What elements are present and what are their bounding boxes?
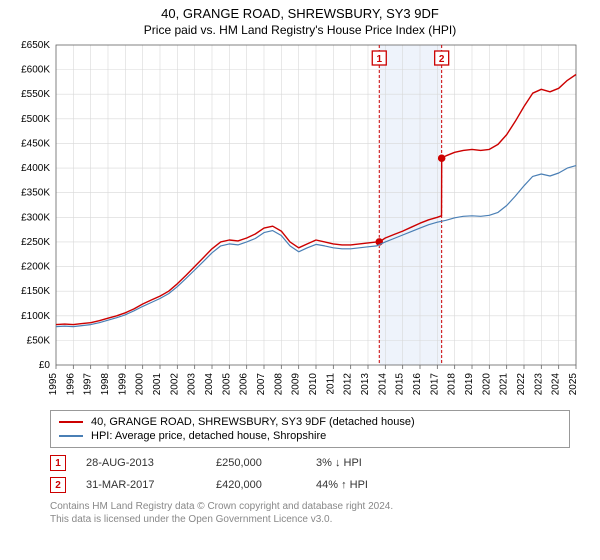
svg-text:1999: 1999: [117, 373, 128, 396]
svg-text:£150K: £150K: [21, 286, 50, 297]
chart-container: 40, GRANGE ROAD, SHREWSBURY, SY3 9DF Pri…: [0, 0, 600, 560]
svg-text:2009: 2009: [291, 373, 302, 396]
chart-subtitle: Price paid vs. HM Land Registry's House …: [0, 21, 600, 41]
svg-text:2018: 2018: [447, 373, 458, 396]
sales-marker: 2: [50, 477, 66, 493]
sales-price: £420,000: [216, 479, 296, 491]
svg-text:2016: 2016: [412, 373, 423, 396]
svg-text:2021: 2021: [499, 373, 510, 396]
svg-text:£250K: £250K: [21, 237, 50, 248]
svg-text:2007: 2007: [256, 373, 267, 396]
legend-row: 40, GRANGE ROAD, SHREWSBURY, SY3 9DF (de…: [59, 415, 561, 429]
svg-text:2020: 2020: [481, 373, 492, 396]
svg-text:2015: 2015: [395, 373, 406, 396]
legend-box: 40, GRANGE ROAD, SHREWSBURY, SY3 9DF (de…: [50, 410, 570, 448]
svg-text:2025: 2025: [568, 373, 579, 396]
sales-table: 1 28-AUG-2013 £250,000 3% ↓ HPI 2 31-MAR-2017…: [50, 452, 570, 496]
svg-text:2022: 2022: [516, 373, 527, 396]
sales-pct: 44% ↑ HPI: [316, 479, 416, 491]
svg-text:1995: 1995: [48, 373, 59, 396]
svg-text:2017: 2017: [429, 373, 440, 396]
svg-text:2000: 2000: [135, 373, 146, 396]
svg-text:1996: 1996: [65, 373, 76, 396]
svg-text:2004: 2004: [204, 373, 215, 396]
svg-text:2011: 2011: [325, 373, 336, 395]
svg-text:2013: 2013: [360, 373, 371, 396]
sales-row: 2 31-MAR-2017 £420,000 44% ↑ HPI: [50, 474, 570, 496]
chart-svg: £0 £50K £100K £150K £200K £250K £300K £350K £400…: [0, 41, 600, 406]
svg-text:£100K: £100K: [21, 311, 50, 322]
svg-text:2023: 2023: [533, 373, 544, 396]
chart-title: 40, GRANGE ROAD, SHREWSBURY, SY3 9DF: [0, 0, 600, 21]
svg-text:2012: 2012: [343, 373, 354, 396]
svg-text:1998: 1998: [100, 373, 111, 396]
svg-text:2014: 2014: [377, 373, 388, 396]
sales-date: 28-AUG-2013: [86, 457, 196, 469]
legend-label: HPI: Average price, detached house, Shro…: [91, 430, 326, 442]
sales-row: 1 28-AUG-2013 £250,000 3% ↓ HPI: [50, 452, 570, 474]
svg-text:1997: 1997: [83, 373, 94, 396]
svg-text:£300K: £300K: [21, 212, 50, 223]
svg-text:£50K: £50K: [27, 335, 51, 346]
svg-text:£350K: £350K: [21, 188, 50, 199]
sales-price: £250,000: [216, 457, 296, 469]
legend-swatch: [59, 435, 83, 437]
chart-area: £0 £50K £100K £150K £200K £250K £300K £350K £400…: [0, 41, 600, 406]
svg-text:2019: 2019: [464, 373, 475, 396]
svg-text:2002: 2002: [169, 373, 180, 396]
svg-text:£650K: £650K: [21, 41, 50, 51]
svg-text:2001: 2001: [152, 373, 163, 396]
sales-pct: 3% ↓ HPI: [316, 457, 416, 469]
sales-marker: 1: [50, 455, 66, 471]
svg-text:£600K: £600K: [21, 65, 50, 76]
footer-line1: Contains HM Land Registry data © Crown c…: [50, 500, 570, 513]
legend-swatch: [59, 421, 83, 423]
svg-text:2006: 2006: [239, 373, 250, 396]
footer-line2: This data is licensed under the Open Gov…: [50, 513, 570, 526]
svg-text:£550K: £550K: [21, 89, 50, 100]
svg-text:£0: £0: [39, 360, 51, 371]
svg-text:2: 2: [439, 54, 445, 65]
legend-row: HPI: Average price, detached house, Shro…: [59, 429, 561, 443]
svg-text:2010: 2010: [308, 373, 319, 396]
svg-text:£500K: £500K: [21, 114, 50, 125]
svg-text:£200K: £200K: [21, 262, 50, 273]
svg-text:2024: 2024: [551, 373, 562, 396]
footer-note: Contains HM Land Registry data © Crown c…: [50, 500, 570, 526]
svg-text:£400K: £400K: [21, 163, 50, 174]
sales-date: 31-MAR-2017: [86, 479, 196, 491]
svg-text:2003: 2003: [187, 373, 198, 396]
svg-text:2008: 2008: [273, 373, 284, 396]
legend-label: 40, GRANGE ROAD, SHREWSBURY, SY3 9DF (de…: [91, 416, 415, 428]
svg-text:2005: 2005: [221, 373, 232, 396]
svg-text:£450K: £450K: [21, 138, 50, 149]
svg-text:1: 1: [376, 54, 382, 65]
